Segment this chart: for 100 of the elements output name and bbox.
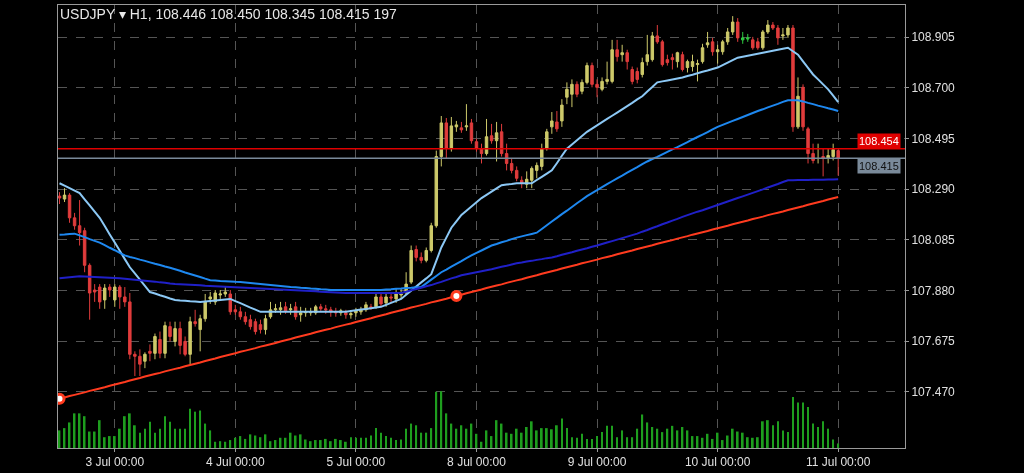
- candlestick: [384, 292, 388, 308]
- candlestick: [484, 118, 489, 157]
- bar: [344, 441, 347, 448]
- candlestick: [735, 17, 740, 43]
- candlestick: [188, 316, 192, 365]
- line-series: [58, 99, 840, 292]
- bar: [139, 432, 141, 448]
- candlestick: [253, 318, 258, 336]
- candlestick: [459, 121, 464, 134]
- bar: [169, 421, 171, 448]
- y-tick-label: 107.470: [911, 385, 956, 400]
- bar: [646, 422, 649, 448]
- bar: [736, 431, 739, 448]
- candlestick: [489, 123, 494, 145]
- candlestick: [620, 44, 624, 63]
- x-tick-label: 4 Jul 00:00: [205, 455, 266, 470]
- candlestick: [670, 53, 675, 71]
- bar: [164, 416, 166, 448]
- x-tick-label: 8 Jul 00:00: [447, 455, 507, 470]
- candlestick: [545, 128, 549, 152]
- bar: [219, 441, 222, 448]
- candlestick: [449, 116, 454, 153]
- bar: [515, 428, 518, 448]
- candlestick: [113, 283, 117, 308]
- candlestick: [791, 24, 795, 133]
- candlestick: [108, 283, 112, 298]
- bar: [525, 426, 528, 448]
- y-tick-label: 108.905: [911, 30, 956, 45]
- bar: [756, 437, 759, 448]
- bar: [113, 436, 116, 448]
- chart-title: USDJPY ▾ H1, 108.446 108.450 108.345 108.415 197: [60, 5, 397, 22]
- bar: [93, 431, 96, 448]
- bar: [229, 440, 232, 448]
- bar: [154, 432, 156, 448]
- bar: [731, 428, 734, 448]
- bar: [350, 437, 352, 448]
- bar: [777, 421, 779, 448]
- bar: [440, 391, 443, 448]
- bar: [606, 425, 608, 448]
- candlestick: [72, 212, 77, 231]
- bar: [817, 426, 819, 448]
- candlestick: [248, 314, 253, 331]
- bar: [395, 440, 397, 448]
- line-series: [58, 178, 840, 294]
- bar: [601, 432, 603, 448]
- candlestick: [444, 117, 449, 160]
- candlestick: [675, 51, 680, 69]
- bar: [179, 428, 181, 448]
- bar: [822, 421, 824, 448]
- candlestick: [615, 39, 619, 63]
- bar: [741, 432, 744, 448]
- bar: [510, 433, 513, 448]
- bar: [772, 425, 774, 448]
- bar: [355, 437, 357, 448]
- bar: [400, 439, 402, 448]
- bar: [128, 413, 131, 448]
- bar: [149, 421, 151, 448]
- bar: [133, 425, 136, 448]
- candlestick: [97, 283, 102, 310]
- bar: [118, 428, 121, 448]
- bar: [520, 432, 523, 448]
- bar: [108, 436, 111, 448]
- bar: [415, 425, 418, 448]
- bar: [103, 437, 106, 448]
- bar: [390, 437, 392, 448]
- candlestick: [710, 37, 715, 57]
- bar: [144, 428, 146, 448]
- candlestick: [550, 111, 554, 135]
- candlestick: [374, 291, 378, 310]
- candlestick: [173, 321, 177, 347]
- candlestick: [685, 59, 690, 73]
- bar: [189, 408, 191, 448]
- bar: [636, 428, 639, 448]
- y-tick-label: 108.700: [911, 81, 956, 96]
- bar: [249, 434, 252, 448]
- candlestick: [560, 98, 564, 128]
- bar: [661, 432, 664, 448]
- bar: [445, 413, 448, 448]
- bar: [123, 416, 126, 448]
- candlestick: [168, 321, 172, 342]
- bar: [832, 439, 835, 448]
- candlestick: [695, 59, 700, 82]
- bar: [641, 414, 644, 448]
- bar: [616, 437, 619, 448]
- bar: [746, 437, 749, 448]
- candlestick: [158, 331, 162, 359]
- bar: [420, 432, 423, 448]
- candlestick: [821, 148, 825, 177]
- candlestick: [148, 343, 152, 362]
- bar: [329, 441, 332, 448]
- candlestick: [258, 319, 263, 335]
- bar: [807, 407, 809, 448]
- bar: [621, 430, 624, 448]
- bar: [550, 429, 553, 448]
- bar: [596, 436, 598, 448]
- bar: [385, 436, 387, 448]
- bar: [581, 433, 583, 448]
- bar: [214, 441, 217, 448]
- candlestick: [801, 83, 805, 132]
- bar: [339, 440, 342, 448]
